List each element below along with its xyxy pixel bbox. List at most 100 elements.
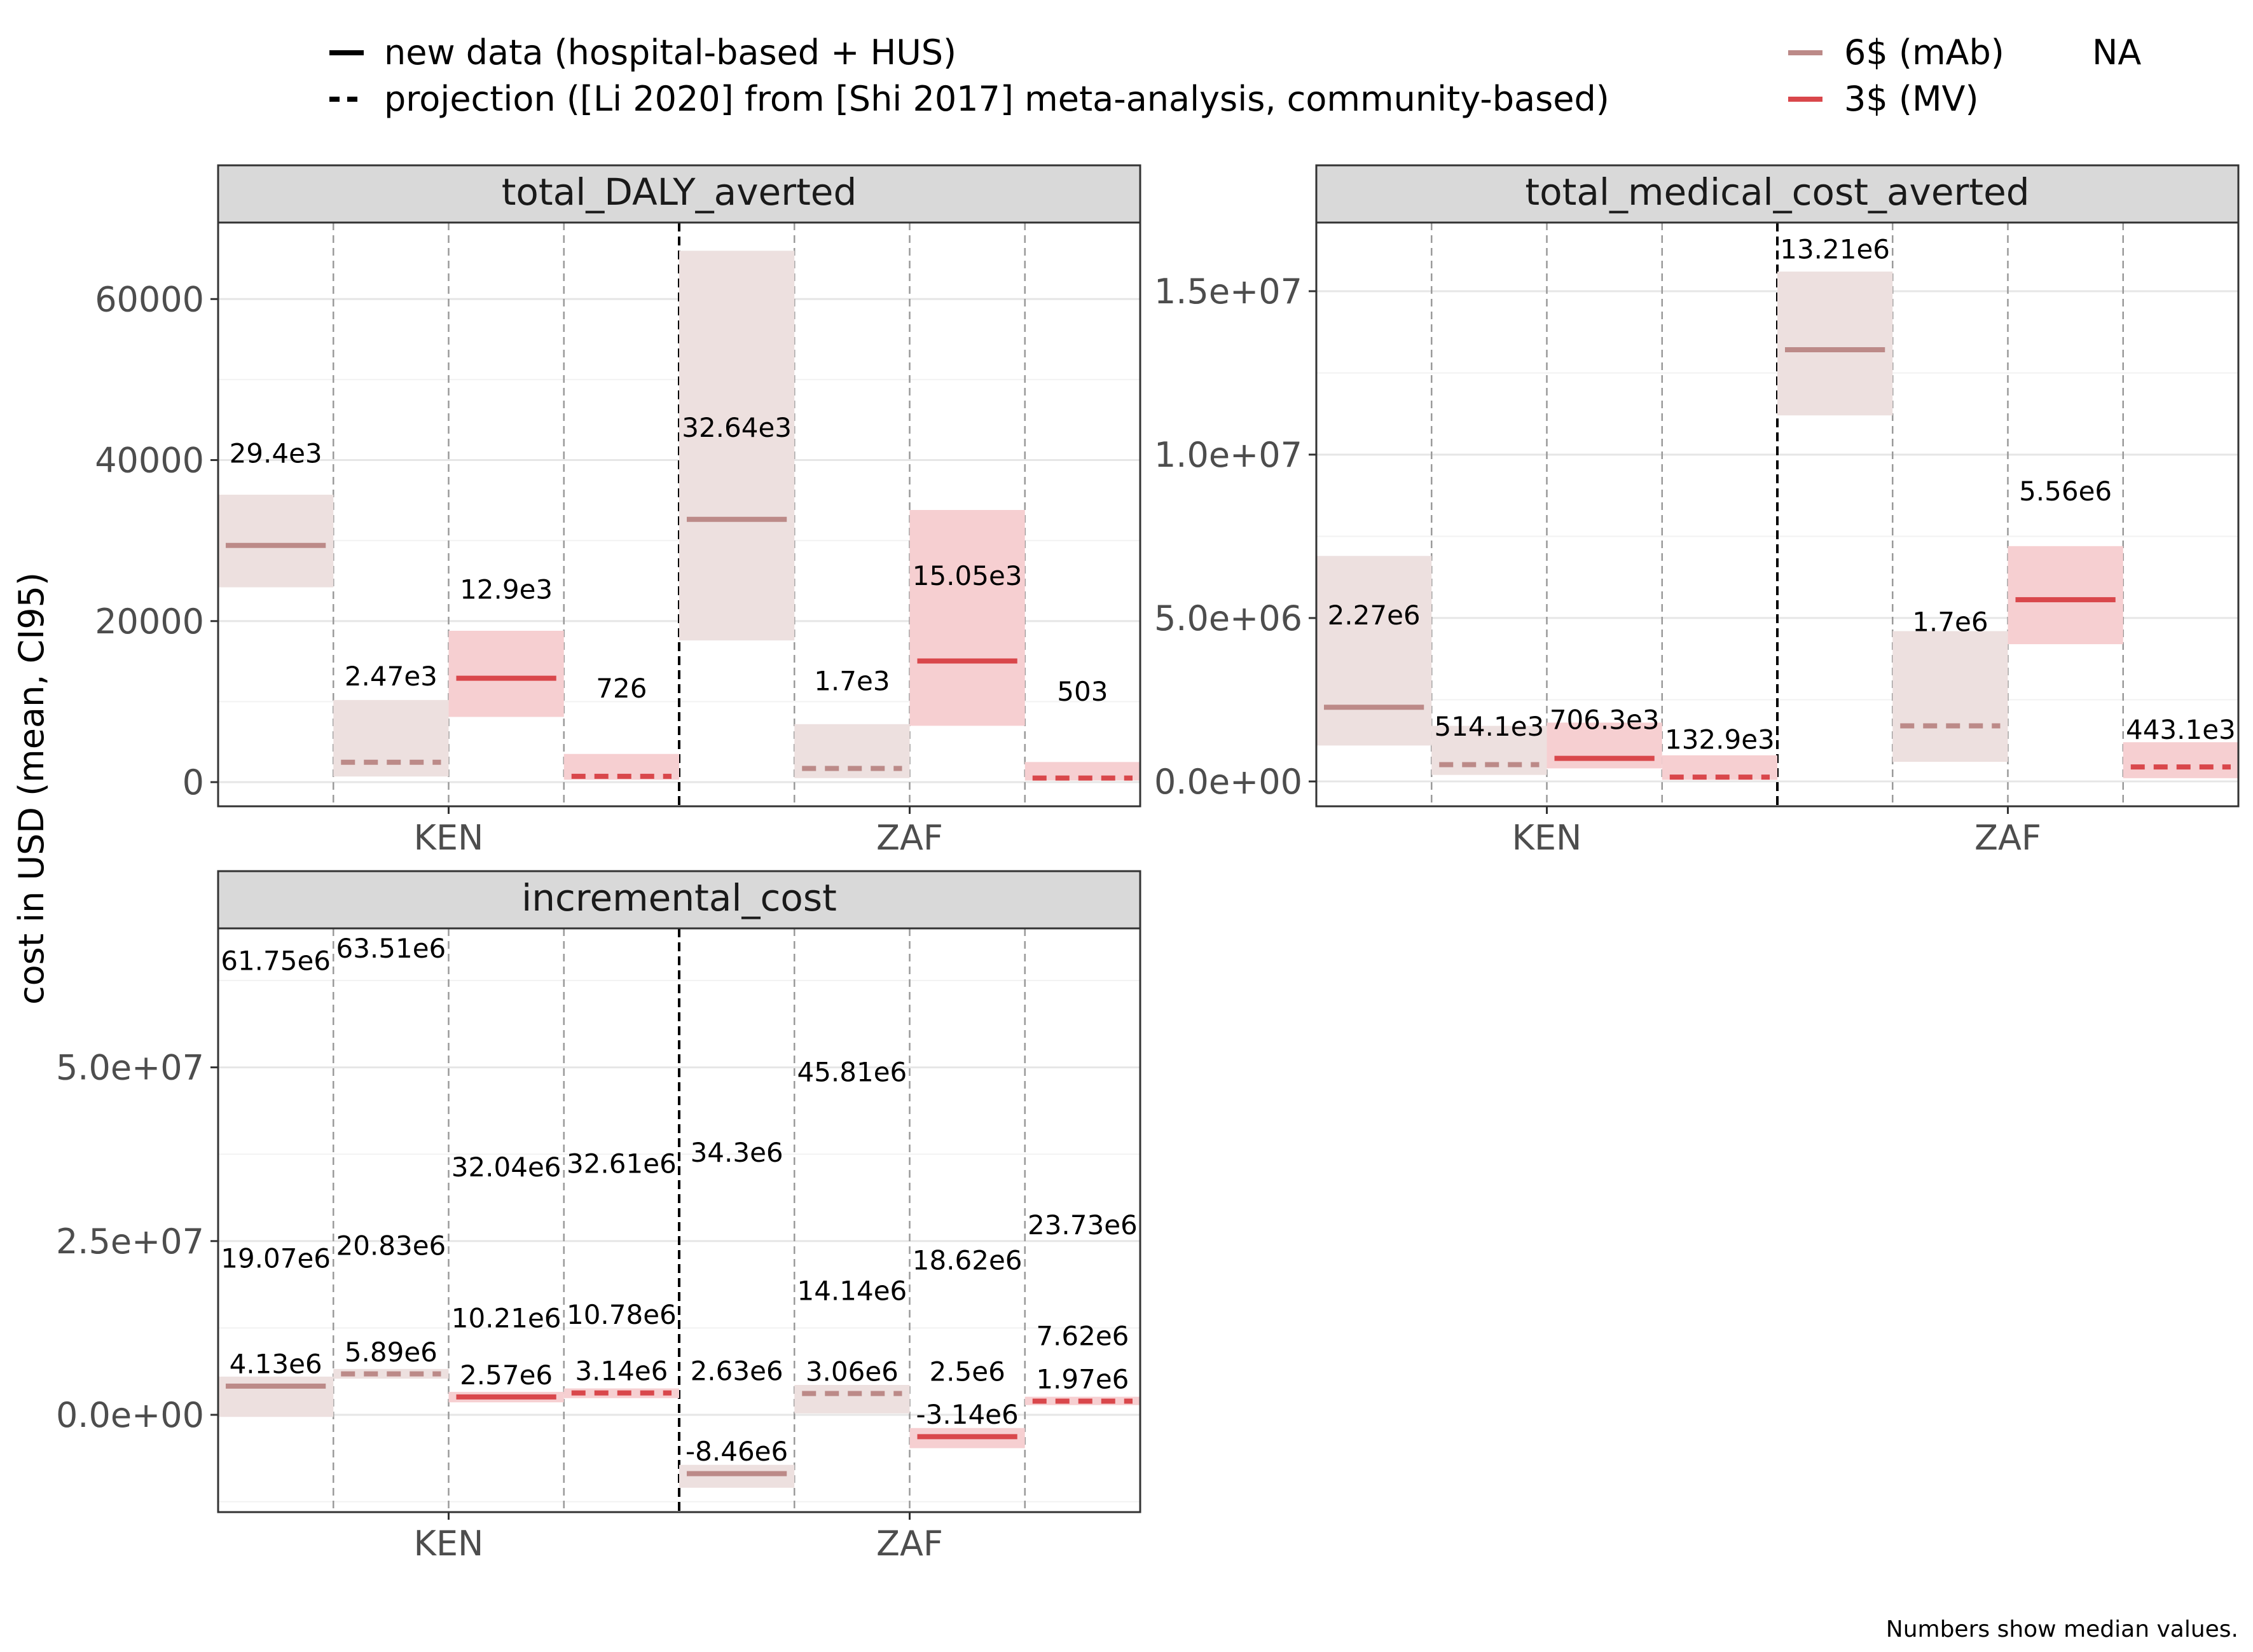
x-tick-label: ZAF [1974,818,2041,858]
median-label: 32.04e6 [451,1152,562,1183]
median-label: 4.13e6 [230,1348,322,1379]
ci-band [679,1464,795,1488]
y-tick-label: 1.0e+07 [1154,435,1302,475]
y-tick-label: 1.5e+07 [1154,272,1302,312]
facet-strip [1315,164,2240,224]
crossbar-zaf-mab-projection: 3.06e6 [794,1356,910,1414]
crossbar-zaf-mab-projection: 1.7e3 [794,666,910,778]
ci-band [909,510,1025,726]
ci-band [794,1385,910,1414]
crossbar-ken-mv-projection: 3.14e6 [563,1355,679,1398]
ci-band [679,251,795,641]
x-tick-label: ZAF [876,818,943,858]
median-label: 15.05e3 [913,560,1023,591]
median-label: 12.9e3 [460,574,553,605]
panel-incremental-cost: incremental_cost 4.13e6 5.89e6 2.57e6 3.14e6… [56,870,1141,1564]
median-label: 18.62e6 [913,1245,1023,1276]
ci-band [1777,272,1893,416]
crossbar-zaf-mv-new-data: -3.14e6 [909,1399,1025,1449]
y-tick-label: 2.5e+07 [56,1222,204,1262]
x-tick-label: ZAF [876,1524,943,1564]
crossbar-ken-mv-new-data: 706.3e3 [1547,705,1662,769]
median-label: 2.5e6 [929,1356,1005,1387]
facet-strip [217,164,1141,224]
median-label: 1.7e6 [1912,606,1988,637]
ci-band [448,630,564,717]
median-label: 2.57e6 [460,1359,553,1391]
median-label: 2.63e6 [691,1355,783,1386]
crossbar-zaf-mab-new-data: 13.21e6 [1777,234,1893,416]
legend-label-projection: projection ([Li 2020] from [Shi 2017] me… [384,79,1609,119]
median-label: 45.81e6 [797,1056,907,1087]
facet-panels: total_DALY_averted 29.4e3 2.47e3 12.9e3 726 3… [56,164,2240,1564]
crossbar-ken-mab-projection: 2.47e3 [333,661,449,777]
median-label: 706.3e3 [1550,705,1660,736]
median-label: 2.47e3 [345,661,438,692]
ci-band [1892,631,2008,762]
median-label: 1.97e6 [1036,1363,1129,1394]
panel-total-DALY-averted: total_DALY_averted 29.4e3 2.47e3 12.9e3 726 3… [95,164,1141,858]
ci-band [2008,546,2123,645]
legend-label-mab: 6$ (mAb) [1844,32,2004,72]
median-label: 1.7e3 [814,666,890,697]
ci-band [333,699,449,777]
facet-title: incremental_cost [521,876,837,919]
y-tick-label: 0 [183,762,204,802]
legend: new data (hospital-based + HUS) projecti… [329,32,2141,119]
median-label: 13.21e6 [1780,234,1890,265]
crossbar-ken-mv-new-data: 2.57e6 [448,1359,564,1403]
median-label: 32.61e6 [567,1148,677,1180]
median-label: 20.83e6 [336,1230,446,1262]
median-label: 5.89e6 [345,1337,438,1368]
crossbar-zaf-mv-new-data: 15.05e3 [909,510,1025,726]
crossbar-zaf-mv-new-data: 5.56e6 [2008,476,2123,645]
y-tick-label: 5.0e+06 [1154,598,1302,638]
crossbar-ken-mab-new-data: 29.4e3 [218,437,334,588]
legend-label-new-data: new data (hospital-based + HUS) [384,32,956,72]
median-label: 34.3e6 [691,1137,783,1168]
facet-strip [217,870,1141,930]
panel-border [1315,221,2240,808]
x-tick-label: KEN [1512,818,1582,858]
ci-band [1316,556,1432,746]
crossbar-zaf-mv-projection: 1.97e6 [1024,1363,1140,1405]
ci-band [218,494,334,588]
median-label: 5.56e6 [2019,476,2112,507]
median-label: -8.46e6 [686,1436,788,1467]
median-label: 3.14e6 [575,1355,668,1386]
crossbar-zaf-mab-new-data: 32.64e3 [679,251,795,641]
x-tick-label: KEN [414,1524,484,1564]
crossbar-ken-mv-new-data: 12.9e3 [448,574,564,717]
y-tick-label: 0.0e+00 [1154,762,1302,802]
panel-border [217,221,1141,808]
x-tick-label: KEN [414,818,484,858]
crossbar-ken-mab-projection: 514.1e3 [1431,711,1547,775]
median-label: 10.78e6 [567,1299,677,1330]
median-label: 63.51e6 [336,933,446,964]
median-label: 19.07e6 [221,1242,331,1274]
median-label: 3.06e6 [806,1356,899,1387]
ci-band [218,1376,334,1417]
median-label: 7.62e6 [1036,1321,1129,1352]
median-label: 32.64e3 [682,412,792,443]
median-label: 503 [1057,676,1108,707]
y-axis-title: cost in USD (mean, CI95) [11,572,52,1005]
facet-title: total_medical_cost_averted [1525,170,2029,214]
crossbar-ken-mab-projection: 5.89e6 [333,1337,449,1379]
legend-na-label: NA [2092,32,2141,72]
median-label: 14.14e6 [797,1276,907,1307]
crossbar-zaf-mab-projection: 1.7e6 [1892,606,2008,762]
y-tick-label: 40000 [95,441,204,481]
median-label: 132.9e3 [1665,724,1775,755]
median-label: 514.1e3 [1434,711,1544,742]
panel-total-medical-cost-averted: total_medical_cost_averted 2.27e6 514.1e3 7… [1154,164,2240,858]
median-label: 726 [596,673,647,704]
median-label: 23.73e6 [1028,1209,1138,1241]
crossbar-zaf-mv-projection: 443.1e3 [2123,714,2238,778]
y-tick-label: 60000 [95,279,204,319]
panel-border [217,927,1141,1513]
crossbar-zaf-mv-projection: 503 [1024,676,1140,781]
crossbar-ken-mv-projection: 132.9e3 [1662,724,1777,780]
median-label: 61.75e6 [221,946,331,977]
